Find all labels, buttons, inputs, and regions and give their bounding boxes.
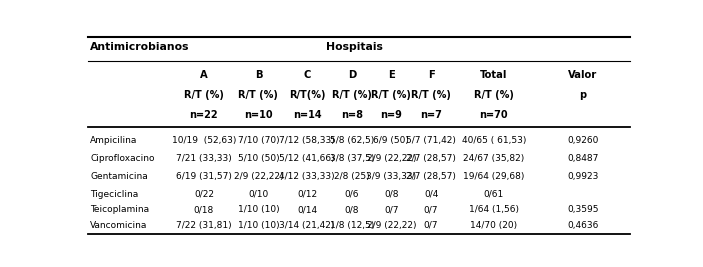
Text: n=70: n=70 — [479, 110, 508, 120]
Text: n=10: n=10 — [244, 110, 273, 120]
Text: E: E — [388, 70, 394, 80]
Text: 5/7 (71,42): 5/7 (71,42) — [406, 136, 456, 145]
Text: 0/22: 0/22 — [194, 190, 214, 199]
Text: n=8: n=8 — [341, 110, 363, 120]
Text: 0/7: 0/7 — [424, 205, 439, 214]
Text: B: B — [254, 70, 262, 80]
Text: 0/61: 0/61 — [484, 190, 504, 199]
Text: 7/10 (70): 7/10 (70) — [238, 136, 279, 145]
Text: Ciprofloxacino: Ciprofloxacino — [90, 154, 155, 163]
Text: 6/19 (31,57): 6/19 (31,57) — [176, 172, 232, 181]
Text: R/T (%): R/T (%) — [238, 90, 278, 100]
Text: 2/9 (22,22): 2/9 (22,22) — [366, 154, 416, 163]
Text: Tigeciclina: Tigeciclina — [90, 190, 138, 199]
Text: 0,9260: 0,9260 — [567, 136, 598, 145]
Text: Hospitais: Hospitais — [326, 42, 383, 52]
Text: 0/7: 0/7 — [384, 205, 399, 214]
Text: 1/8 (12,5): 1/8 (12,5) — [330, 221, 374, 230]
Text: 0,9923: 0,9923 — [567, 172, 598, 181]
Text: 2/7 (28,57): 2/7 (28,57) — [406, 154, 456, 163]
Text: 7/12 (58,33): 7/12 (58,33) — [279, 136, 335, 145]
Text: 5/10 (50): 5/10 (50) — [238, 154, 279, 163]
Text: Gentamicina: Gentamicina — [90, 172, 148, 181]
Text: n=7: n=7 — [420, 110, 442, 120]
Text: 2/9 (22,22): 2/9 (22,22) — [366, 221, 416, 230]
Text: 0/18: 0/18 — [194, 205, 214, 214]
Text: R/T(%): R/T(%) — [289, 90, 325, 100]
Text: 1/10 (10): 1/10 (10) — [238, 205, 279, 214]
Text: 0/14: 0/14 — [297, 205, 317, 214]
Text: n=22: n=22 — [190, 110, 218, 120]
Text: R/T (%): R/T (%) — [184, 90, 224, 100]
Text: 19/64 (29,68): 19/64 (29,68) — [463, 172, 524, 181]
Text: Ampicilina: Ampicilina — [90, 136, 137, 145]
Text: 2/8 (25): 2/8 (25) — [334, 172, 370, 181]
Text: Antimicrobianos: Antimicrobianos — [89, 42, 189, 52]
Text: 40/65 ( 61,53): 40/65 ( 61,53) — [462, 136, 526, 145]
Text: 0/6: 0/6 — [344, 190, 359, 199]
Text: 0/8: 0/8 — [384, 190, 399, 199]
Text: D: D — [348, 70, 356, 80]
Text: C: C — [304, 70, 311, 80]
Text: 24/67 (35,82): 24/67 (35,82) — [463, 154, 524, 163]
Text: Valor: Valor — [568, 70, 598, 80]
Text: 6/9 (50): 6/9 (50) — [373, 136, 409, 145]
Text: p: p — [579, 90, 586, 100]
Text: 1/64 (1,56): 1/64 (1,56) — [469, 205, 519, 214]
Text: R/T (%): R/T (%) — [474, 90, 514, 100]
Text: 0/8: 0/8 — [344, 205, 359, 214]
Text: 5/12 (41,66): 5/12 (41,66) — [279, 154, 335, 163]
Text: F: F — [427, 70, 434, 80]
Text: Total: Total — [480, 70, 508, 80]
Text: Vancomicina: Vancomicina — [90, 221, 148, 230]
Text: 4/12 (33,33): 4/12 (33,33) — [279, 172, 335, 181]
Text: 0/10: 0/10 — [248, 190, 269, 199]
Text: 5/8 (62,5): 5/8 (62,5) — [330, 136, 374, 145]
Text: 7/22 (31,81): 7/22 (31,81) — [176, 221, 232, 230]
Text: A: A — [200, 70, 208, 80]
Text: 0,4636: 0,4636 — [567, 221, 598, 230]
Text: 1/10 (10): 1/10 (10) — [238, 221, 279, 230]
Text: 2/7 (28,57): 2/7 (28,57) — [406, 172, 456, 181]
Text: R/T (%): R/T (%) — [332, 90, 372, 100]
Text: 3/9 (33,33): 3/9 (33,33) — [366, 172, 416, 181]
Text: 2/9 (22,22): 2/9 (22,22) — [233, 172, 283, 181]
Text: 0/12: 0/12 — [297, 190, 317, 199]
Text: 0,8487: 0,8487 — [567, 154, 598, 163]
Text: n=14: n=14 — [293, 110, 321, 120]
Text: 10/19  (52,63): 10/19 (52,63) — [172, 136, 236, 145]
Text: R/T (%): R/T (%) — [371, 90, 411, 100]
Text: 14/70 (20): 14/70 (20) — [470, 221, 517, 230]
Text: Teicoplamina: Teicoplamina — [90, 205, 149, 214]
Text: n=9: n=9 — [380, 110, 402, 120]
Text: 7/21 (33,33): 7/21 (33,33) — [176, 154, 232, 163]
Text: 0/4: 0/4 — [424, 190, 438, 199]
Text: 0/7: 0/7 — [424, 221, 439, 230]
Text: 0,3595: 0,3595 — [567, 205, 598, 214]
Text: R/T (%): R/T (%) — [411, 90, 451, 100]
Text: 3/8 (37,5): 3/8 (37,5) — [330, 154, 374, 163]
Text: 3/14 (21,42): 3/14 (21,42) — [280, 221, 335, 230]
